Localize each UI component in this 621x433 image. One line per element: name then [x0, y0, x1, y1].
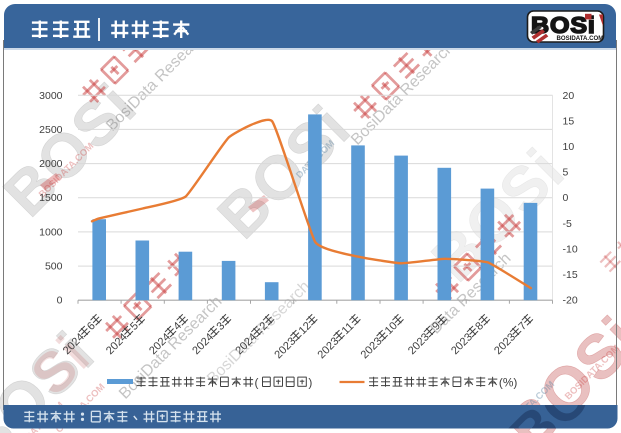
svg-text:2500: 2500 — [39, 124, 63, 136]
svg-text:1000: 1000 — [39, 226, 63, 238]
svg-text:(: ( — [255, 376, 259, 390]
svg-text:-10: -10 — [563, 244, 578, 256]
svg-text:500: 500 — [45, 261, 63, 273]
svg-text:BOS: BOS — [497, 334, 621, 433]
svg-text:BOSi: BOSi — [531, 13, 596, 39]
svg-text:15: 15 — [563, 115, 575, 127]
svg-text:0: 0 — [57, 295, 63, 307]
svg-text:BOSIDATA.COM: BOSIDATA.COM — [557, 35, 604, 42]
svg-text:-20: -20 — [563, 295, 578, 307]
svg-text:10: 10 — [563, 141, 575, 153]
svg-text:2000: 2000 — [39, 158, 63, 170]
svg-text:(%): (%) — [499, 376, 518, 390]
svg-text:3000: 3000 — [39, 90, 63, 102]
svg-text:1500: 1500 — [39, 192, 63, 204]
svg-text:-15: -15 — [563, 269, 578, 281]
svg-text:-5: -5 — [563, 218, 572, 230]
svg-text:20: 20 — [563, 90, 575, 102]
svg-text:0: 0 — [563, 192, 569, 204]
svg-text:): ) — [308, 376, 312, 390]
svg-text:5: 5 — [563, 167, 569, 179]
